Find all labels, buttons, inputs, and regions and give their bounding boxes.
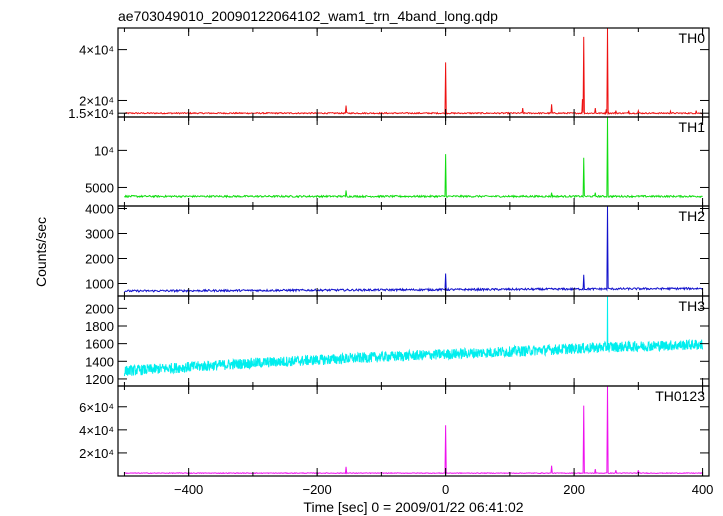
- panel-frame: [117, 116, 710, 207]
- y-tick-label: 10⁴: [94, 143, 114, 158]
- y-tick-label: 2×10⁴: [79, 446, 114, 461]
- y-tick-label: 1400: [85, 354, 114, 369]
- x-tick-label: 0: [442, 482, 449, 497]
- y-tick-label: 2×10⁴: [79, 93, 114, 108]
- y-tick-label: 4000: [85, 202, 114, 217]
- series-line-th0: [124, 28, 703, 116]
- panel-th3: 1200 1400 1600 1800 2000 TH3: [85, 295, 710, 387]
- x-tick-label: 200: [563, 482, 585, 497]
- y-axis-label: Counts/sec: [33, 217, 49, 287]
- x-axis-label: Time [sec] 0 = 2009/01/22 06:41:02: [303, 499, 523, 515]
- x-tick-label: −400: [174, 482, 203, 497]
- panels-group: 1.5×10⁴2×10⁴4×10⁴TH0500010⁴TH11000200030…: [68, 27, 710, 477]
- y-tick-label: 1800: [85, 319, 114, 334]
- panel-frame: [117, 27, 710, 118]
- panel-frame: [117, 295, 710, 387]
- y-tick-label: 2000: [85, 301, 114, 316]
- panel-label: TH0: [679, 30, 706, 46]
- x-axis: −400 −200 0 200 400: [174, 482, 713, 497]
- series-line-th3: [123, 296, 704, 377]
- x-tick-label: 400: [692, 482, 714, 497]
- x-tick-label: −200: [302, 482, 331, 497]
- panel-frame: [117, 385, 710, 477]
- y-tick-label: 3000: [85, 227, 114, 242]
- series-line-th1: [124, 117, 703, 199]
- panel-label: TH1: [679, 119, 706, 135]
- y-tick-label: 1600: [85, 337, 114, 352]
- y-tick-label: 6×10⁴: [79, 400, 114, 415]
- panel-frame: [117, 205, 710, 297]
- series-line-th2: [124, 206, 703, 293]
- panel-label: TH0123: [655, 388, 705, 404]
- panel-label: TH2: [679, 208, 706, 224]
- panel-th2: 1000 2000 3000 4000 TH2: [85, 202, 710, 297]
- y-tick-label: 4×10⁴: [79, 423, 114, 438]
- panel-label: TH3: [679, 298, 706, 314]
- y-tick-label: 2000: [85, 252, 114, 267]
- panel-th0123: 2×10⁴ 4×10⁴ 6×10⁴ TH0123: [79, 385, 710, 477]
- y-tick-label: 5000: [85, 180, 114, 195]
- y-tick-label: 1.5×10⁴: [68, 106, 114, 121]
- y-tick-label: 1200: [85, 372, 114, 387]
- y-tick-label: 4×10⁴: [79, 43, 114, 58]
- chart-title: ae703049010_20090122064102_wam1_trn_4ban…: [118, 8, 498, 24]
- series-line-th0123: [124, 386, 703, 475]
- y-tick-label: 1000: [85, 277, 114, 292]
- panel-th1: 5000 10⁴ TH1: [85, 116, 710, 207]
